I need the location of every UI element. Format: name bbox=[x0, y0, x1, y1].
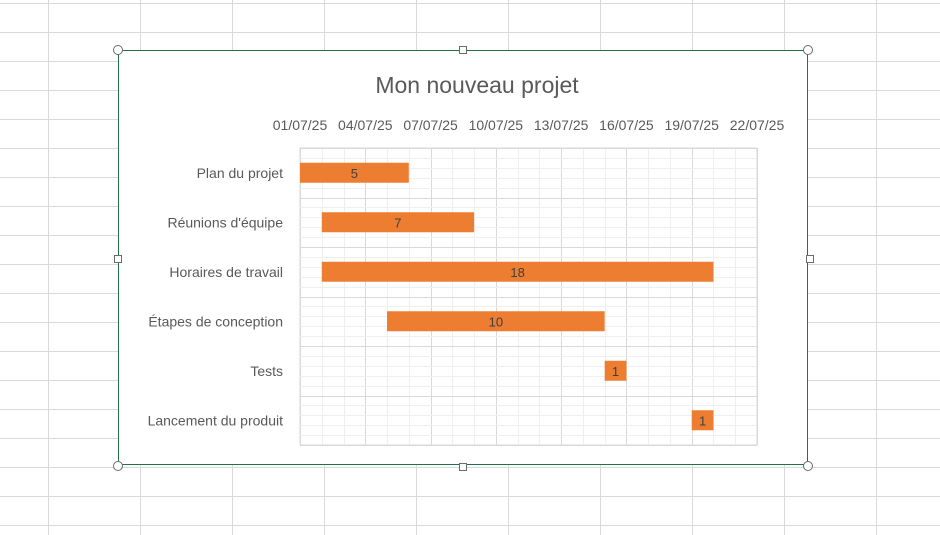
bar-data-label: 10 bbox=[489, 314, 503, 329]
gantt-chart: Mon nouveau projet 01/07/25 04/07/25 07/07… bbox=[148, 72, 785, 446]
x-tick-label: 10/07/25 bbox=[469, 117, 524, 133]
bar-data-label: 5 bbox=[351, 166, 358, 181]
bar-data-label: 18 bbox=[510, 265, 524, 280]
x-axis-tick-labels: 01/07/25 04/07/25 07/07/25 10/07/25 13/07/25… bbox=[273, 117, 785, 133]
category-label: Horaires de travail bbox=[169, 264, 283, 280]
category-label: Lancement du produit bbox=[148, 412, 284, 428]
x-tick-label: 01/07/25 bbox=[273, 117, 328, 133]
category-label: Tests bbox=[250, 363, 283, 379]
category-label: Plan du projet bbox=[197, 165, 284, 181]
x-tick-label: 13/07/25 bbox=[534, 117, 589, 133]
bar-data-label: 7 bbox=[394, 215, 401, 230]
resize-handle-bottom[interactable] bbox=[459, 463, 467, 471]
resize-handle-top-left[interactable] bbox=[113, 45, 123, 55]
gridlines bbox=[299, 147, 758, 446]
resize-handle-right[interactable] bbox=[806, 255, 814, 263]
x-tick-label: 16/07/25 bbox=[599, 117, 654, 133]
resize-handle-bottom-left[interactable] bbox=[113, 461, 123, 471]
x-tick-label: 04/07/25 bbox=[338, 117, 393, 133]
resize-handle-bottom-right[interactable] bbox=[803, 461, 813, 471]
bar-data-label: 1 bbox=[612, 364, 619, 379]
gantt-bar bbox=[387, 311, 605, 332]
plot-area bbox=[299, 147, 758, 446]
x-tick-label: 22/07/25 bbox=[730, 117, 785, 133]
category-label: Réunions d'équipe bbox=[167, 214, 283, 230]
chart-area[interactable]: Mon nouveau projet 01/07/25 04/07/25 07/07… bbox=[118, 50, 808, 465]
y-axis-category-labels: Plan du projet Réunions d'équipe Horaires … bbox=[148, 165, 284, 429]
gantt-bar bbox=[691, 410, 714, 431]
gantt-bar bbox=[321, 212, 475, 233]
gantt-bar bbox=[321, 261, 714, 282]
gantt-bar bbox=[300, 162, 409, 183]
resize-handle-top-right[interactable] bbox=[803, 45, 813, 55]
gantt-bar bbox=[604, 360, 627, 381]
x-tick-label: 07/07/25 bbox=[403, 117, 458, 133]
category-label: Étapes de conception bbox=[148, 313, 283, 329]
resize-handle-left[interactable] bbox=[114, 255, 122, 263]
bars: 5 7 18 10 1 1 bbox=[300, 162, 714, 431]
x-tick-label: 19/07/25 bbox=[664, 117, 719, 133]
bar-data-label: 1 bbox=[699, 413, 706, 428]
chart-title: Mon nouveau projet bbox=[375, 72, 579, 98]
resize-handle-top[interactable] bbox=[459, 46, 467, 54]
